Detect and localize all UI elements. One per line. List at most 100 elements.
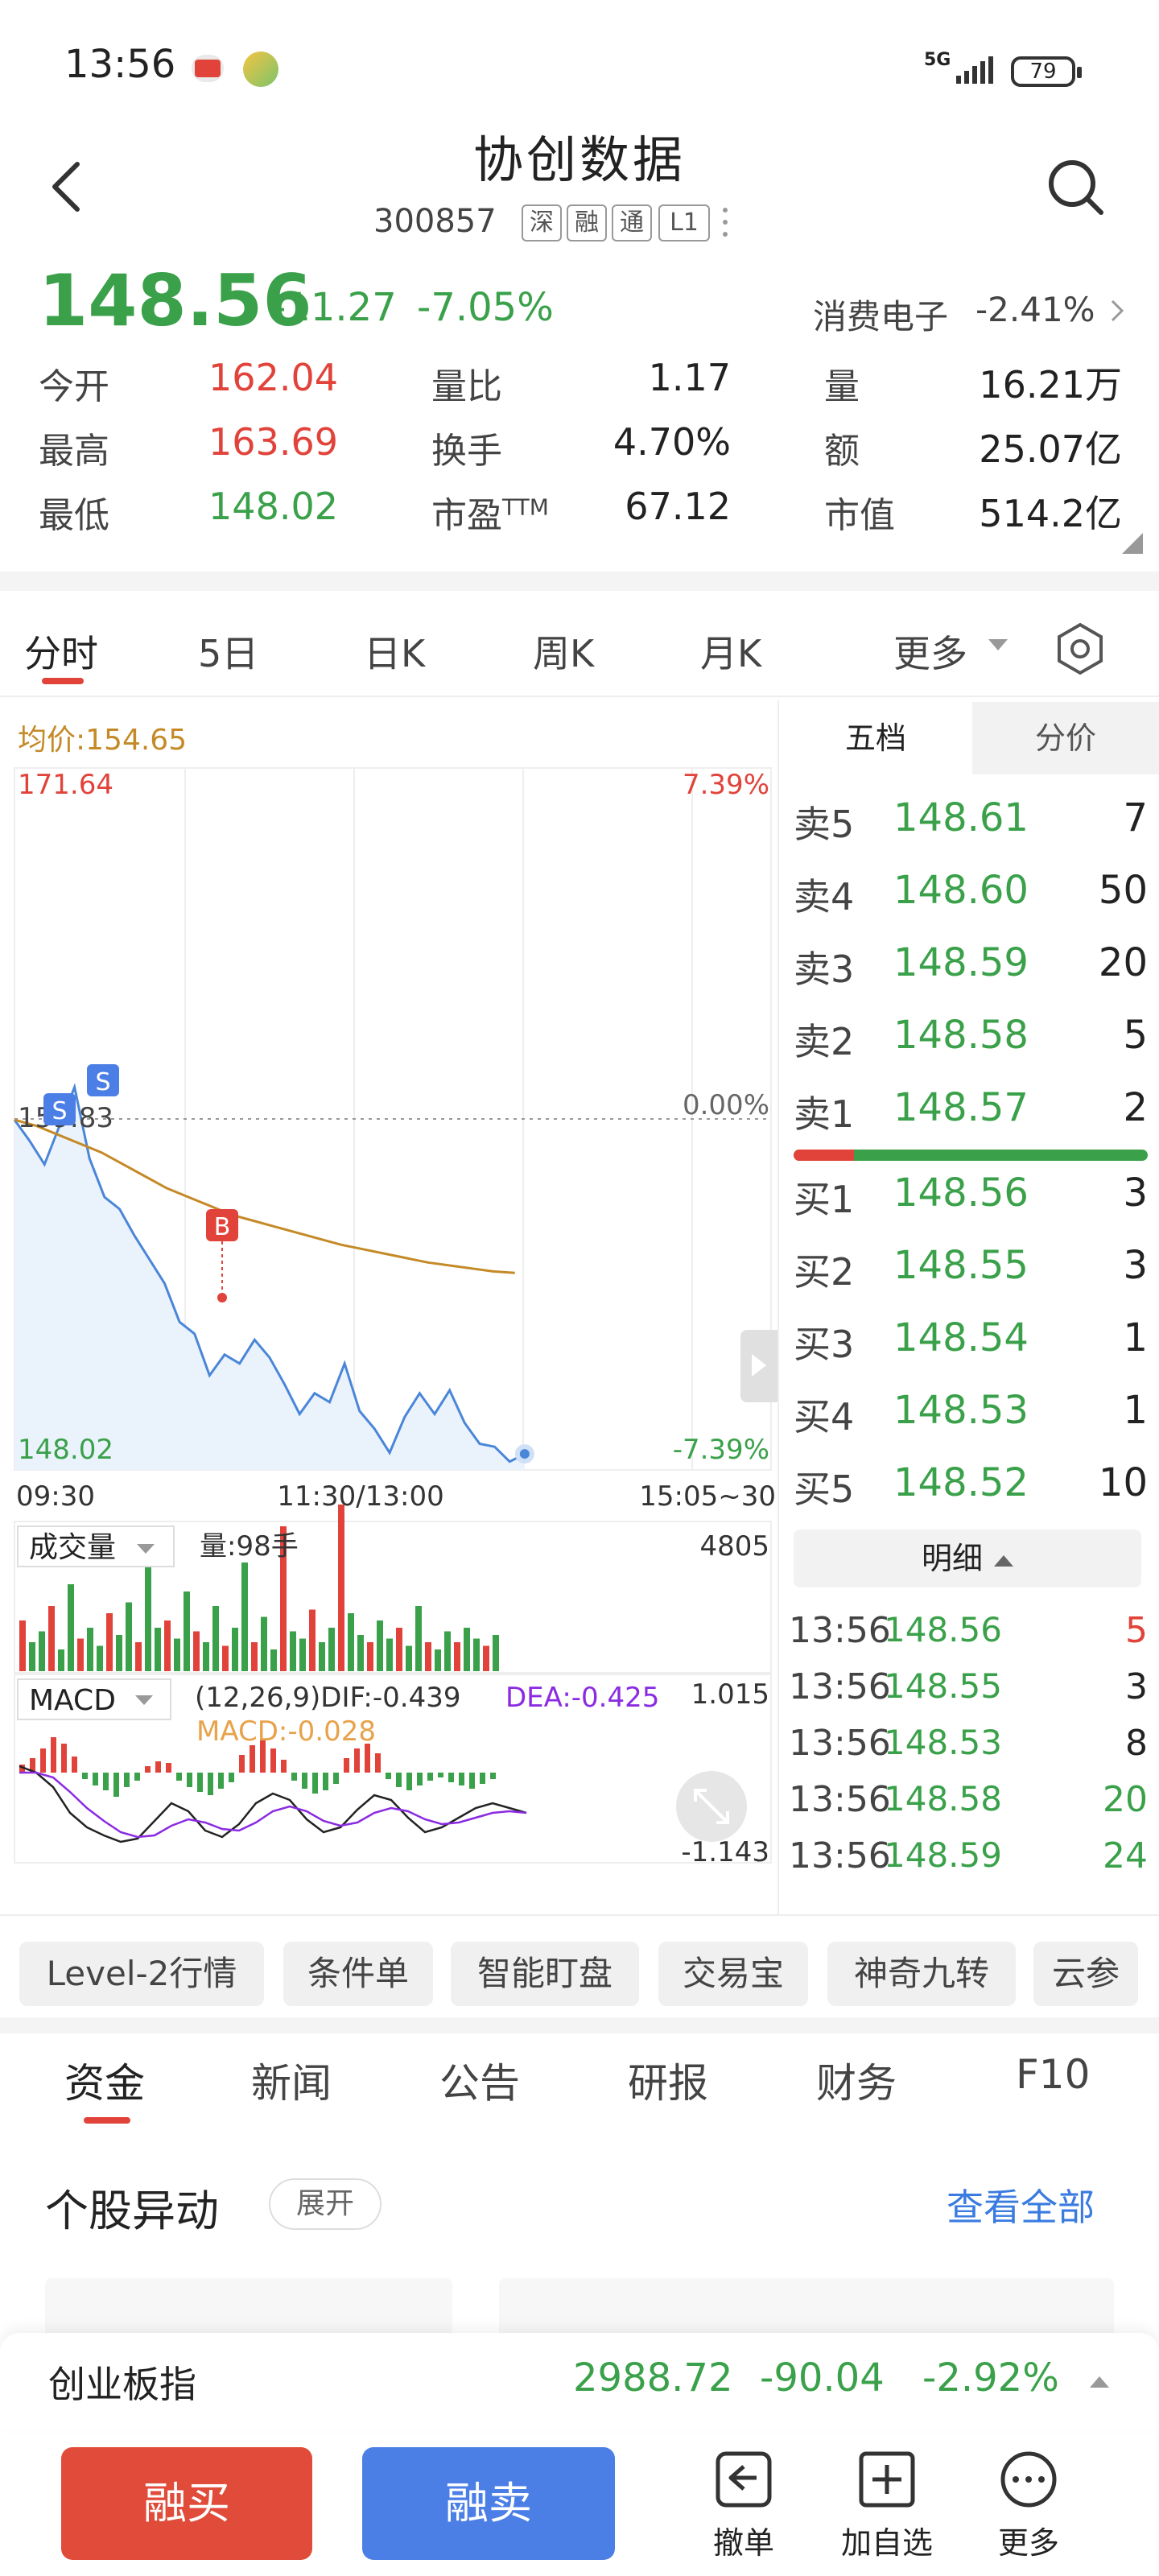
stat-value-low: 148.02 — [208, 485, 338, 528]
macd-top: 1.015 — [691, 1678, 769, 1711]
expand-button[interactable]: 展开 — [269, 2178, 382, 2230]
stat-label-low: 最低 — [39, 495, 109, 536]
tab-capital[interactable]: 资金 — [64, 2060, 145, 2107]
stat-label-turnover: 换手 — [431, 431, 502, 472]
ask-row-1[interactable]: 卖1 148.57 2 — [794, 1085, 1148, 1136]
tab-more[interactable]: 更多 — [893, 632, 967, 675]
price-change: -11.27 — [272, 285, 397, 330]
tab-daily-k[interactable]: 日K — [364, 632, 426, 675]
news-app-icon — [192, 55, 224, 82]
volume-label[interactable]: 成交量 — [29, 1531, 116, 1564]
stat-value-vol-ratio: 1.17 — [648, 356, 731, 399]
stat-label-high: 最高 — [39, 431, 109, 472]
tab-news[interactable]: 新闻 — [251, 2060, 332, 2107]
volume-bar — [367, 1642, 373, 1671]
sector-name[interactable]: 消费电子 — [813, 297, 949, 336]
cancel-order-label[interactable]: 撤单 — [712, 2525, 774, 2561]
tab-f10[interactable]: F10 — [1016, 2051, 1091, 2098]
ask-row-2[interactable]: 卖2 148.58 5 — [794, 1013, 1148, 1063]
y-bottom-pct: -7.39% — [673, 1434, 769, 1466]
fullscreen-icon[interactable] — [676, 1771, 747, 1842]
tab-financials[interactable]: 财务 — [816, 2060, 897, 2107]
tab-announcements[interactable]: 公告 — [439, 2060, 520, 2107]
volume-bar — [483, 1645, 489, 1671]
sell-marker[interactable]: S — [43, 1093, 76, 1125]
volume-bar — [77, 1638, 84, 1671]
volume-bar — [444, 1631, 451, 1671]
divider — [777, 700, 779, 1916]
ask-row-4[interactable]: 卖4 148.60 50 — [794, 868, 1148, 919]
macd-params: (12,26,9)DIF:-0.439 — [195, 1682, 461, 1714]
caret-down-icon[interactable] — [988, 639, 1008, 650]
tag-rong[interactable]: 融 — [567, 204, 607, 242]
tab-intraday[interactable]: 分时 — [24, 632, 98, 675]
tool-smart-monitor[interactable]: 智能盯盘 — [451, 1942, 639, 2006]
y-top-pct: 7.39% — [683, 769, 769, 801]
back-icon[interactable] — [45, 158, 90, 216]
price-line — [13, 1083, 526, 1463]
add-watchlist-icon[interactable] — [855, 2447, 919, 2512]
macd-bar — [333, 1773, 339, 1784]
stat-label-volume: 量 — [824, 366, 860, 407]
tag-level1[interactable]: L1 — [658, 204, 710, 242]
detail-toggle-button[interactable]: 明细 — [794, 1530, 1141, 1587]
margin-buy-button[interactable]: 融买 — [61, 2447, 312, 2560]
tab-five-levels[interactable]: 五档 — [779, 702, 972, 774]
tag-shen[interactable]: 深 — [522, 204, 562, 242]
macd-label[interactable]: MACD — [29, 1684, 116, 1717]
macd-bar — [406, 1773, 412, 1790]
bid-row-4[interactable]: 买4 148.53 1 — [794, 1388, 1148, 1439]
tab-5day[interactable]: 5日 — [198, 632, 259, 675]
ask-row-5[interactable]: 卖5 148.61 7 — [794, 795, 1148, 846]
macd-bar — [187, 1773, 192, 1787]
tool-condition-order[interactable]: 条件单 — [283, 1942, 433, 2006]
caret-up-icon[interactable] — [1090, 2376, 1109, 2388]
settings-hex-icon[interactable] — [1051, 620, 1109, 678]
divider — [0, 696, 1159, 697]
expand-corner-icon[interactable] — [1122, 533, 1143, 554]
macd-bar — [438, 1773, 443, 1777]
macd-bar — [19, 1765, 25, 1773]
tool-level2[interactable]: Level-2行情 — [19, 1942, 264, 2006]
tool-cloud[interactable]: 云参 — [1033, 1942, 1138, 2006]
section-title: 个股异动 — [45, 2186, 219, 2236]
chevron-right-icon[interactable] — [1107, 296, 1127, 325]
buy-marker[interactable]: B — [206, 1209, 238, 1241]
sell-marker[interactable]: S — [87, 1064, 119, 1096]
index-ticker-bar[interactable] — [0, 2333, 1159, 2429]
bid-row-5[interactable]: 买5 148.52 10 — [794, 1460, 1148, 1511]
collapse-panel-button[interactable] — [740, 1330, 777, 1402]
tab-price-distribution[interactable]: 分价 — [972, 702, 1159, 774]
more-icon[interactable] — [996, 2447, 1061, 2512]
sector-change-pct[interactable]: -2.41% — [975, 290, 1095, 329]
x-label-mid: 11:30/13:00 — [277, 1480, 443, 1513]
divider — [0, 2017, 1159, 2033]
caret-up-icon — [994, 1554, 1013, 1567]
cancel-order-icon[interactable] — [711, 2447, 776, 2512]
signal-icon — [956, 56, 993, 84]
volume-bar — [212, 1606, 219, 1671]
bid-row-1[interactable]: 买1 148.56 3 — [794, 1170, 1148, 1221]
volume-bar — [68, 1584, 74, 1671]
tag-tong[interactable]: 通 — [612, 204, 652, 242]
more-label[interactable]: 更多 — [997, 2525, 1059, 2561]
tool-trade-bao[interactable]: 交易宝 — [658, 1942, 808, 2006]
view-all-link[interactable]: 查看全部 — [947, 2186, 1095, 2229]
tab-research[interactable]: 研报 — [628, 2060, 708, 2107]
bid-row-3[interactable]: 买3 148.54 1 — [794, 1315, 1148, 1366]
tick-row: 13:56 148.58 20 — [789, 1779, 1148, 1820]
more-dots-icon[interactable] — [721, 206, 729, 238]
bid-row-2[interactable]: 买2 148.55 3 — [794, 1243, 1148, 1294]
margin-sell-button[interactable]: 融卖 — [362, 2447, 615, 2560]
intraday-chart[interactable]: 171.64 7.39% 0.00% 159.83 148.02 -7.39% … — [0, 757, 781, 1916]
volume-bar — [280, 1526, 287, 1671]
tab-weekly-k[interactable]: 周K — [533, 632, 595, 675]
tool-magic-nine[interactable]: 神奇九转 — [827, 1942, 1016, 2006]
pe-ttm-sup: TTM — [502, 493, 549, 521]
ask-row-3[interactable]: 卖3 148.59 20 — [794, 940, 1148, 991]
volume-info: 量:98手 — [200, 1530, 299, 1563]
search-icon[interactable] — [1043, 155, 1107, 219]
add-watchlist-label[interactable]: 加自选 — [840, 2525, 933, 2561]
stat-label-mktcap: 市值 — [824, 495, 895, 536]
tab-monthly-k[interactable]: 月K — [700, 632, 762, 675]
